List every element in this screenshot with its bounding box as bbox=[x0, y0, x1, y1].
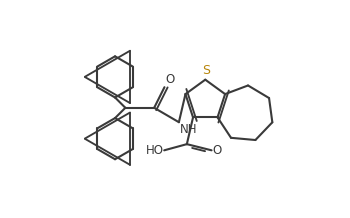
Text: HO: HO bbox=[146, 144, 163, 157]
Text: O: O bbox=[166, 73, 175, 86]
Text: O: O bbox=[213, 144, 222, 157]
Text: S: S bbox=[202, 64, 210, 77]
Text: NH: NH bbox=[180, 123, 197, 136]
